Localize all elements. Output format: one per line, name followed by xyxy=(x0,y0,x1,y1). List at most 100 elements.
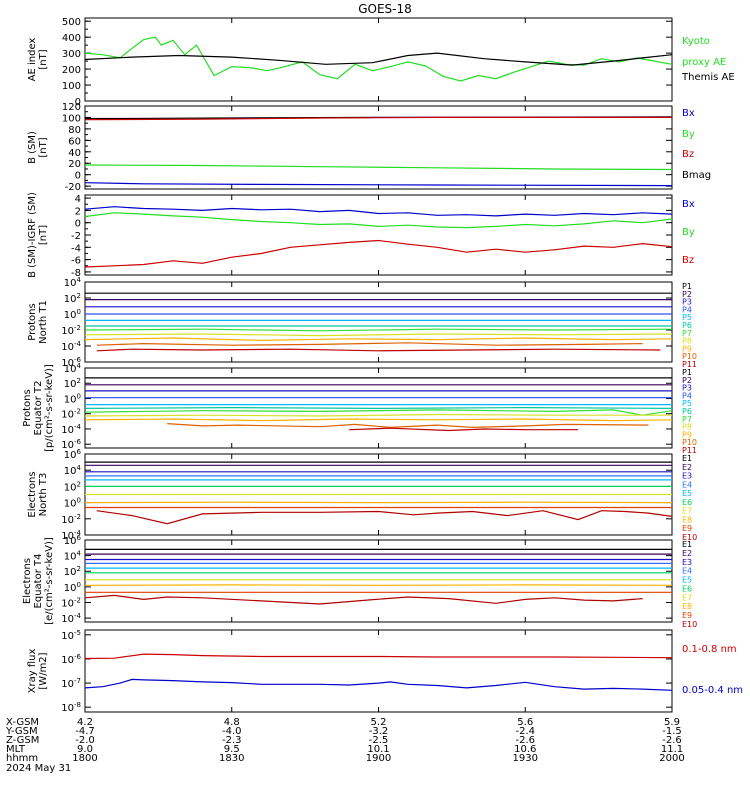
y-tick-label: 100 xyxy=(64,497,81,510)
y-axis-label: [nT] xyxy=(38,137,49,157)
x-tick-value: -4.7 xyxy=(75,726,95,737)
series-line-by xyxy=(84,212,673,229)
x-row-label: 2024 May 31 xyxy=(6,763,71,774)
y-tick-label: 200 xyxy=(62,65,81,76)
series-line-0-1-0-8-nm xyxy=(84,653,673,660)
legend-label: E9 xyxy=(682,611,692,620)
y-tick-label: 400 xyxy=(62,33,81,44)
panel-pe: 10-6 10-4 10-2 100 102 104 Protons Equator T2 [p… xyxy=(22,362,697,455)
y-tick-label: 102 xyxy=(64,480,81,493)
legend-label: E4 xyxy=(682,567,692,576)
panel-xray: 10-8 10-7 10-6 10-5 Xray flux [W/m2] 0.1-0.8 n… xyxy=(27,629,743,714)
panel-bdiff: -8-6 -4-20 24 B (SM)-IGRF (SM) [nT] Bx By Bz xyxy=(27,192,695,279)
x-tick-value: 5.9 xyxy=(664,717,680,728)
y-axis-label: [W/m2] xyxy=(38,652,49,689)
y-tick-label: 120 xyxy=(62,102,81,113)
y-tick-label: 100 xyxy=(62,113,81,124)
series-line-e10 xyxy=(84,594,643,605)
legend-label: E5 xyxy=(682,489,692,498)
y-tick-label: 2 xyxy=(75,206,81,217)
y-tick-label: 10-2 xyxy=(61,324,81,337)
y-tick-label: 10-2 xyxy=(61,513,81,526)
panel-frame xyxy=(84,194,673,276)
y-tick-label: 0 xyxy=(75,97,81,108)
series-line-p10 xyxy=(167,423,649,429)
legend-label: E4 xyxy=(682,480,692,489)
y-axis-label: AE index xyxy=(27,38,38,82)
series-line-p8 xyxy=(84,333,673,337)
y-tick-label: 300 xyxy=(62,49,81,60)
x-tick-value: 2000 xyxy=(659,753,684,764)
y-tick-label: 100 xyxy=(62,81,81,92)
y-axis-label: B (SM) xyxy=(27,131,38,164)
legend-label: P8 xyxy=(682,337,692,346)
x-tick-value: 9.0 xyxy=(77,744,93,755)
x-tick-value: 1800 xyxy=(72,753,97,764)
x-tick-value: 1900 xyxy=(366,753,391,764)
x-tick-value: -2.0 xyxy=(75,735,95,746)
series-line-p11 xyxy=(349,427,579,432)
figure-title: GOES-18 xyxy=(358,2,412,16)
y-tick-label: 100 xyxy=(64,308,81,321)
panel-frame xyxy=(84,17,673,102)
y-tick-label: 10-4 xyxy=(61,423,81,436)
panel-frame xyxy=(84,539,673,623)
legend-label: E10 xyxy=(682,533,697,542)
y-tick-label: -6 xyxy=(71,256,81,267)
legend-label: E9 xyxy=(682,524,692,533)
y-tick-label: -8 xyxy=(71,268,81,279)
y-tick-label: -4 xyxy=(71,243,81,254)
legend-label: E8 xyxy=(682,602,692,611)
legend-label: Kyoto xyxy=(682,36,710,47)
series-line-p11 xyxy=(96,348,661,352)
series-line-themis-ae xyxy=(84,52,673,66)
legend-label: P10 xyxy=(682,438,697,447)
legend-label: P11 xyxy=(682,446,697,455)
legend-label: E1 xyxy=(682,540,692,549)
x-tick-value: -2.6 xyxy=(662,735,682,746)
y-tick-label: 0 xyxy=(75,219,81,230)
series-line-p9 xyxy=(84,337,673,342)
y-tick-label: -2 xyxy=(71,231,81,242)
y-tick-label: 20 xyxy=(68,159,81,170)
legend-label: E7 xyxy=(682,507,692,516)
x-tick-value: -3.2 xyxy=(369,726,389,737)
y-axis-label: North T3 xyxy=(38,473,49,517)
y-tick-label: 104 xyxy=(64,276,82,289)
series-line-p10 xyxy=(96,342,643,346)
y-axis-label: [nT] xyxy=(38,225,49,245)
y-tick-label: 104 xyxy=(64,464,82,477)
x-tick-value: 4.8 xyxy=(224,717,240,728)
legend-label: P4 xyxy=(682,305,692,314)
legend-label: Bz xyxy=(682,149,694,160)
legend-label: E3 xyxy=(682,472,692,481)
legend-label: E8 xyxy=(682,515,692,524)
series-line-bx xyxy=(84,182,673,187)
y-tick-label: 10-7 xyxy=(61,677,81,690)
series-line-bz xyxy=(84,239,673,268)
legend-label: E10 xyxy=(682,620,697,629)
x-tick-value: 5.2 xyxy=(371,717,387,728)
y-tick-label: 10-6 xyxy=(61,653,81,666)
legend-label: E6 xyxy=(682,498,692,507)
y-axis-label: [nT] xyxy=(38,49,49,69)
y-tick-label: 40 xyxy=(68,148,81,159)
legend-label: E7 xyxy=(682,593,692,602)
panel-frame xyxy=(84,629,673,713)
y-tick-label: 102 xyxy=(64,292,81,305)
legend-label: P11 xyxy=(682,360,697,369)
legend-label: P9 xyxy=(682,430,692,439)
y-tick-label: 500 xyxy=(62,17,81,28)
series-line-p8 xyxy=(84,413,672,417)
series-line-p6 xyxy=(84,406,673,410)
series-line-p9 xyxy=(84,418,673,422)
legend-label: P6 xyxy=(682,407,692,416)
y-tick-label: 10-5 xyxy=(61,629,81,642)
y-tick-label: 10-4 xyxy=(61,340,81,353)
x-tick-value: 5.6 xyxy=(517,717,533,728)
y-tick-label: 10-6 xyxy=(61,356,81,369)
